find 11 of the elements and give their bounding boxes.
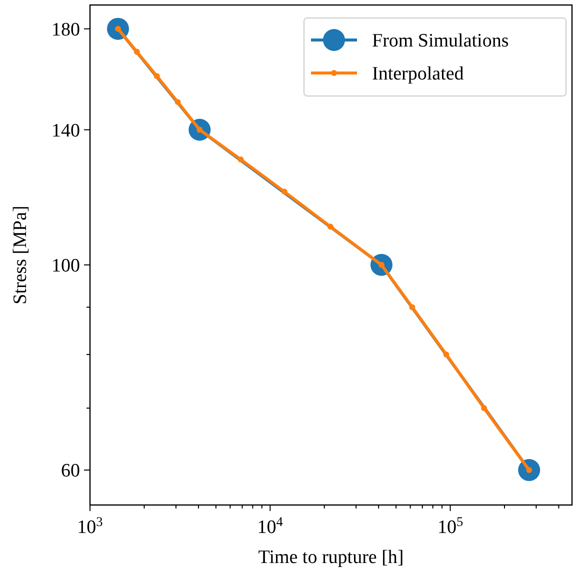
- x-tick-label: 10$^{5}$: [437, 514, 464, 538]
- legend-label: Interpolated: [372, 64, 464, 85]
- y-tick-label: 100: [52, 256, 80, 277]
- legend-label: From Simulations: [372, 30, 509, 52]
- x-tick-label: 10$^{3}$: [77, 514, 104, 538]
- y-tick-label: 60: [61, 460, 80, 482]
- x-axis-title: Time to rupture [h]: [258, 547, 404, 568]
- y-axis-title: Stress [MPa]: [10, 206, 31, 304]
- x-tick-label: 10$^{4}$: [257, 514, 284, 538]
- y-tick-label: 180: [52, 19, 80, 40]
- y-tick-label: 140: [52, 120, 80, 142]
